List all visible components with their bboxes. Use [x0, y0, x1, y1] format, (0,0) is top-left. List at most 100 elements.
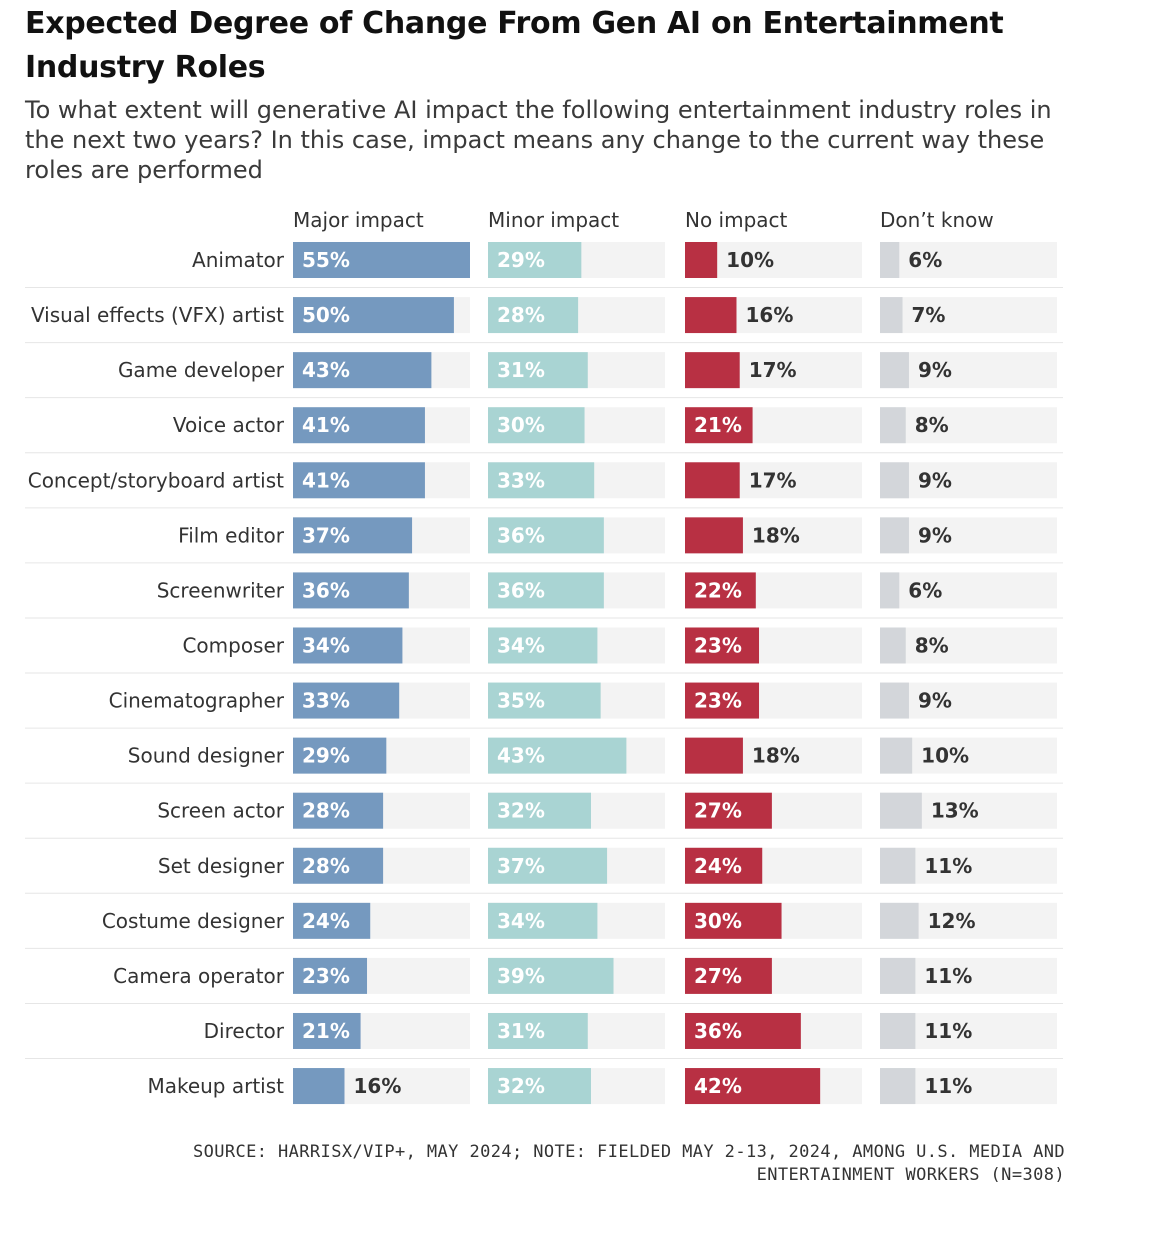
value-label: 11% — [924, 964, 972, 988]
value-label: 28% — [302, 854, 350, 878]
bar-dontknow — [880, 1068, 915, 1104]
bar-major — [293, 1068, 344, 1104]
category-label: Voice actor — [173, 413, 285, 437]
value-label: 8% — [915, 633, 949, 657]
value-label: 32% — [497, 799, 545, 823]
panel-header-minor: Minor impact — [488, 208, 619, 232]
value-label: 37% — [302, 523, 350, 547]
value-label: 13% — [931, 799, 979, 823]
value-label: 24% — [302, 909, 350, 933]
value-label: 28% — [497, 303, 545, 327]
bar-dontknow — [880, 242, 899, 278]
panel-header-none: No impact — [685, 208, 788, 232]
bar-dontknow — [880, 517, 909, 553]
bar-dontknow — [880, 627, 906, 663]
source-note: SOURCE: HARRISX/VIP+, MAY 2024; NOTE: FI… — [65, 1141, 1065, 1187]
category-label: Costume designer — [102, 909, 285, 933]
bar-none — [685, 462, 740, 498]
value-label: 6% — [908, 578, 942, 602]
value-label: 41% — [302, 413, 350, 437]
bar-none — [685, 517, 743, 553]
value-label: 11% — [924, 1074, 972, 1098]
value-label: 24% — [694, 854, 742, 878]
value-label: 43% — [497, 744, 545, 768]
category-label: Screen actor — [157, 799, 284, 823]
value-label: 39% — [497, 964, 545, 988]
value-label: 33% — [302, 689, 350, 713]
value-label: 21% — [302, 1019, 350, 1043]
value-label: 29% — [302, 744, 350, 768]
value-label: 36% — [694, 1019, 742, 1043]
bar-track — [880, 242, 1057, 278]
category-label: Concept/storyboard artist — [28, 468, 284, 492]
bar-dontknow — [880, 848, 915, 884]
bar-dontknow — [880, 462, 909, 498]
value-label: 18% — [752, 744, 800, 768]
bar-track — [880, 297, 1057, 333]
value-label: 16% — [353, 1074, 401, 1098]
value-label: 11% — [924, 1019, 972, 1043]
bar-dontknow — [880, 407, 906, 443]
value-label: 12% — [928, 909, 976, 933]
bar-none — [685, 242, 717, 278]
value-label: 34% — [497, 909, 545, 933]
category-label: Game developer — [118, 358, 285, 382]
bar-none — [685, 352, 740, 388]
bar-none — [685, 738, 743, 774]
value-label: 28% — [302, 799, 350, 823]
category-label: Film editor — [178, 523, 285, 547]
value-label: 55% — [302, 248, 350, 272]
value-label: 50% — [302, 303, 350, 327]
category-label: Screenwriter — [157, 578, 285, 602]
bar-dontknow — [880, 958, 915, 994]
value-label: 23% — [694, 633, 742, 657]
value-label: 31% — [497, 358, 545, 382]
value-label: 6% — [908, 248, 942, 272]
bar-dontknow — [880, 903, 919, 939]
bar-dontknow — [880, 1013, 915, 1049]
value-label: 9% — [918, 468, 952, 492]
panel-header-dontknow: Don’t know — [880, 208, 994, 232]
value-label: 7% — [912, 303, 946, 327]
value-label: 30% — [694, 909, 742, 933]
panel-header-major: Major impact — [293, 208, 424, 232]
category-label: Cinematographer — [109, 689, 285, 713]
value-label: 36% — [497, 523, 545, 547]
value-label: 9% — [918, 523, 952, 547]
value-label: 23% — [302, 964, 350, 988]
value-label: 41% — [302, 468, 350, 492]
bar-track — [880, 407, 1057, 443]
value-label: 17% — [749, 468, 797, 492]
bar-none — [685, 297, 736, 333]
category-label: Animator — [192, 248, 285, 272]
bar-dontknow — [880, 738, 912, 774]
category-label: Camera operator — [113, 964, 285, 988]
category-label: Composer — [182, 633, 284, 657]
value-label: 34% — [497, 633, 545, 657]
chart-title: Expected Degree of Change From Gen AI on… — [25, 2, 1105, 90]
bar-dontknow — [880, 793, 922, 829]
bar-dontknow — [880, 572, 899, 608]
chart-subtitle: To what extent will generative AI impact… — [25, 95, 1095, 185]
value-label: 35% — [497, 689, 545, 713]
bar-track — [880, 572, 1057, 608]
value-label: 34% — [302, 633, 350, 657]
value-label: 36% — [497, 578, 545, 602]
value-label: 31% — [497, 1019, 545, 1043]
value-label: 27% — [694, 964, 742, 988]
value-label: 22% — [694, 578, 742, 602]
value-label: 11% — [924, 854, 972, 878]
value-label: 23% — [694, 689, 742, 713]
value-label: 37% — [497, 854, 545, 878]
category-label: Sound designer — [128, 744, 285, 768]
value-label: 29% — [497, 248, 545, 272]
value-label: 10% — [726, 248, 774, 272]
bar-track — [880, 627, 1057, 663]
bar-chart: Major impact Minor impact No impact Don’t k… — [0, 200, 1156, 1120]
value-label: 30% — [497, 413, 545, 437]
value-label: 42% — [694, 1074, 742, 1098]
category-label: Makeup artist — [147, 1074, 284, 1098]
category-label: Visual effects (VFX) artist — [31, 303, 284, 327]
value-label: 18% — [752, 523, 800, 547]
value-label: 36% — [302, 578, 350, 602]
